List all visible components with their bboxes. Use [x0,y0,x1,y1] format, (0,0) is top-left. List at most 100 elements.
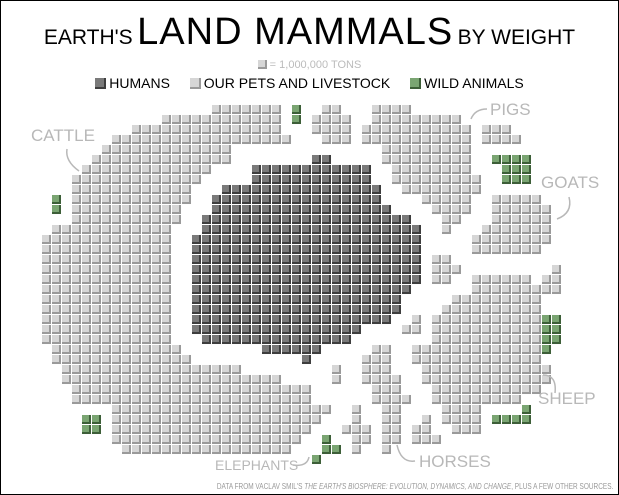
livestock-square [382,345,391,354]
livestock-square [392,175,401,184]
livestock-square [172,135,181,144]
label-elephants: Elephants [215,457,299,473]
livestock-square [102,365,111,374]
livestock-square [482,335,491,344]
livestock-square [442,135,451,144]
livestock-square [382,375,391,384]
human-square [282,255,291,264]
livestock-square [112,245,121,254]
livestock-square [482,305,491,314]
livestock-square [102,275,111,284]
livestock-square [122,305,131,314]
livestock-square [122,385,131,394]
livestock-square [162,165,171,174]
livestock-square [432,335,441,344]
human-square [412,245,421,254]
livestock-square [382,105,391,114]
livestock-square [442,325,451,334]
livestock-square [482,225,491,234]
livestock-square [502,365,511,374]
livestock-square [92,275,101,284]
livestock-square [262,125,271,134]
livestock-square [82,345,91,354]
livestock-square [272,125,281,134]
livestock-square [242,135,251,144]
livestock-square [242,385,251,394]
human-square [302,255,311,264]
livestock-square [472,305,481,314]
livestock-square [412,115,421,124]
livestock-square [152,345,161,354]
livestock-square [132,255,141,264]
human-square [272,165,281,174]
human-square [322,225,331,234]
horses-leader [396,444,416,462]
human-square [222,305,231,314]
human-square [382,235,391,244]
livestock-square [132,295,141,304]
livestock-square [42,335,51,344]
human-square [402,285,411,294]
livestock-square [542,215,551,224]
livestock-square [152,285,161,294]
livestock-square [532,335,541,344]
human-square [292,255,301,264]
livestock-square [252,375,261,384]
livestock-square [72,225,81,234]
livestock-square [132,375,141,384]
human-square [262,275,271,284]
livestock-square [292,385,301,394]
livestock-square [72,235,81,244]
pigs-leader [470,108,488,120]
livestock-square [162,385,171,394]
livestock-square [452,185,461,194]
human-square [292,285,301,294]
livestock-square [162,315,171,324]
livestock-square [492,315,501,324]
livestock-square [82,315,91,324]
human-square [332,175,341,184]
livestock-square [482,385,491,394]
livestock-square [172,205,181,214]
human-square [282,215,291,224]
livestock-square [402,135,411,144]
livestock-square [532,205,541,214]
livestock-square [502,235,511,244]
human-square [292,345,301,354]
human-square [232,245,241,254]
livestock-square [282,395,291,404]
human-square [212,245,221,254]
wild-square [52,195,61,204]
livestock-square [552,265,561,274]
human-square [292,265,301,274]
livestock-square [182,175,191,184]
livestock-square [542,365,551,374]
livestock-square [512,215,521,224]
human-square [402,245,411,254]
livestock-square [502,205,511,214]
human-square [202,285,211,294]
human-square [282,285,291,294]
livestock-square [532,345,541,354]
human-square [312,175,321,184]
livestock-square [152,355,161,364]
livestock-square [152,225,161,234]
livestock-square [402,125,411,134]
livestock-square [392,385,401,394]
livestock-square [162,135,171,144]
human-square [222,215,231,224]
livestock-square [72,365,81,374]
livestock-square [62,285,71,294]
human-square [272,265,281,274]
livestock-square [82,275,91,284]
livestock-square [502,335,511,344]
human-square [272,305,281,314]
livestock-square [142,155,151,164]
livestock-square [92,225,101,234]
livestock-square [72,335,81,344]
livestock-square [92,185,101,194]
livestock-square [222,395,231,404]
livestock-square [42,235,51,244]
livestock-square [92,215,101,224]
livestock-square [412,315,421,324]
